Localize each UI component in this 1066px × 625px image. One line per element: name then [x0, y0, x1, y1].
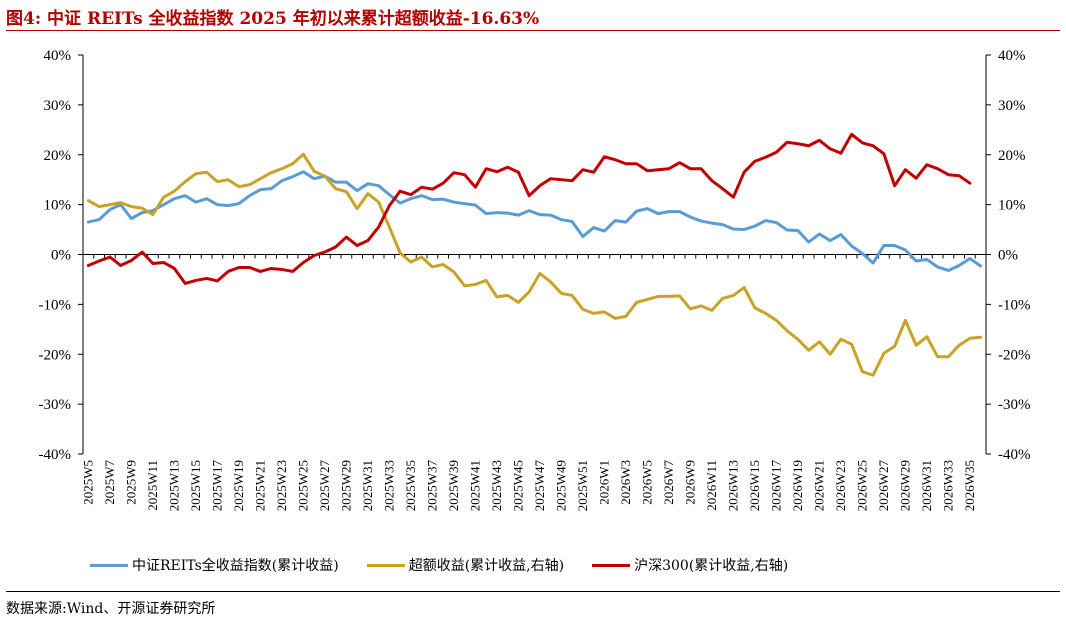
left-y-tick-label: 20% [44, 148, 72, 164]
x-tick-label: 2025W43 [489, 460, 504, 511]
series-line-3 [86, 132, 972, 285]
left-y-tick-label: 40% [44, 48, 72, 64]
x-tick-label: 2025W21 [252, 460, 267, 511]
x-tick-label: 2026W27 [876, 460, 891, 512]
x-tick-label: 2026W13 [725, 460, 740, 511]
left-y-tick-label: 0% [51, 248, 71, 264]
x-tick-label: 2025W7 [102, 460, 117, 505]
x-tick-label: 2025W49 [553, 460, 568, 511]
x-tick-label: 2026W35 [962, 460, 977, 511]
chart-legend: 中证REITs全收益指数(累计收益) 超额收益(累计收益,右轴) 沪深300(累计收… [90, 554, 816, 576]
x-tick-label: 2025W19 [231, 460, 246, 511]
x-tick-label: 2025W11 [145, 460, 160, 511]
series-line-1 [86, 170, 983, 272]
x-tick-label: 2025W31 [360, 460, 375, 511]
legend-item-3: 沪深300(累计收益,右轴) [592, 555, 788, 575]
right-y-axis: -40% -30% -20% -10% 0% 10% 20% 30% 40% [985, 48, 1031, 463]
x-tick-label: 2025W33 [381, 460, 396, 511]
x-tick-label: 2026W21 [811, 460, 826, 511]
x-tick-label: 2025W5 [80, 460, 95, 505]
legend-swatch [366, 563, 405, 567]
x-tick-label: 2026W25 [854, 460, 869, 511]
left-y-tick-label: -20% [39, 347, 72, 363]
x-tick-label: 2026W7 [661, 460, 676, 505]
x-tick-label: 2026W15 [747, 460, 762, 511]
x-tick-label: 2026W19 [790, 460, 805, 511]
x-tick-label: 2026W3 [618, 460, 633, 505]
x-tick-label: 2026W29 [897, 460, 912, 511]
left-y-tick-label: 30% [44, 98, 72, 114]
left-y-axis: -40% -30% -20% -10% 0% 10% 20% 30% 40% [39, 48, 84, 463]
line-chart: -40%-30%-20%-10%0%10%20%30%40% -40%-30%-… [39, 48, 1031, 512]
x-tick-label: 2026W31 [919, 460, 934, 511]
x-tick-label: 2026W9 [682, 460, 697, 505]
x-tick-label: 2025W47 [532, 460, 547, 512]
legend-swatch [90, 563, 128, 567]
legend-label: 沪深300(累计收益,右轴) [634, 558, 789, 574]
x-tick-label: 2026W11 [704, 460, 719, 511]
x-tick-label: 2025W37 [424, 460, 439, 512]
right-y-tick-label: 0% [998, 248, 1018, 264]
x-tick-label: 2025W27 [317, 460, 332, 512]
figure-title: 图4: 中证 REITs 全收益指数 2025 年初以来累计超额收益-16.63… [6, 9, 540, 29]
right-y-tick-label: -30% [998, 397, 1031, 413]
right-y-tick-label: -10% [998, 297, 1031, 313]
right-y-tick-label: 30% [998, 98, 1026, 114]
series-line-2 [86, 152, 983, 377]
x-axis: 2025W5 2025W7 2025W9 2025W11 2025W13 2025W15 2… [80, 254, 987, 512]
x-tick-label: 2026W5 [639, 460, 654, 505]
legend-item-2: 超额收益(累计收益,右轴) [366, 555, 565, 575]
x-tick-label: 2026W33 [940, 460, 955, 511]
x-tick-label: 2026W1 [596, 460, 611, 505]
x-tick-label: 2025W39 [446, 460, 461, 511]
x-tick-label: 2025W17 [209, 460, 224, 512]
legend-label: 中证REITs全收益指数(累计收益) [132, 558, 339, 574]
x-tick-label: 2025W9 [123, 460, 138, 505]
x-tick-label: 2026W23 [833, 460, 848, 511]
x-tick-label: 2025W35 [403, 460, 418, 511]
left-y-tick-label: -30% [39, 397, 72, 413]
x-tick-label: 2025W23 [274, 460, 289, 511]
x-tick-label: 2025W45 [510, 460, 525, 511]
x-tick-label: 2025W29 [338, 460, 353, 511]
source-divider [6, 591, 1060, 592]
x-tick-label: 2025W51 [575, 460, 590, 511]
legend-label: 超额收益(累计收益,右轴) [408, 558, 565, 574]
data-source-note: 数据来源:Wind、开源证券研究所 [6, 601, 216, 617]
x-tick-label: 2025W13 [166, 460, 181, 511]
left-y-tick-label: -10% [39, 297, 72, 313]
right-y-tick-label: -20% [998, 347, 1031, 363]
x-tick-label: 2026W17 [768, 460, 783, 512]
x-tick-label: 2025W15 [188, 460, 203, 511]
legend-swatch [592, 563, 631, 567]
left-y-tick-label: -40% [39, 447, 72, 463]
right-y-tick-label: 20% [998, 148, 1026, 164]
right-y-tick-label: -40% [998, 447, 1031, 463]
series-lines [86, 132, 983, 377]
right-y-tick-label: 40% [998, 48, 1026, 64]
x-tick-label: 2025W25 [295, 460, 310, 511]
title-divider [6, 30, 1060, 31]
left-y-tick-label: 10% [44, 198, 72, 214]
x-tick-label: 2025W41 [467, 460, 482, 511]
legend-item-1: 中证REITs全收益指数(累计收益) [90, 555, 339, 575]
right-y-tick-label: 10% [998, 198, 1026, 214]
